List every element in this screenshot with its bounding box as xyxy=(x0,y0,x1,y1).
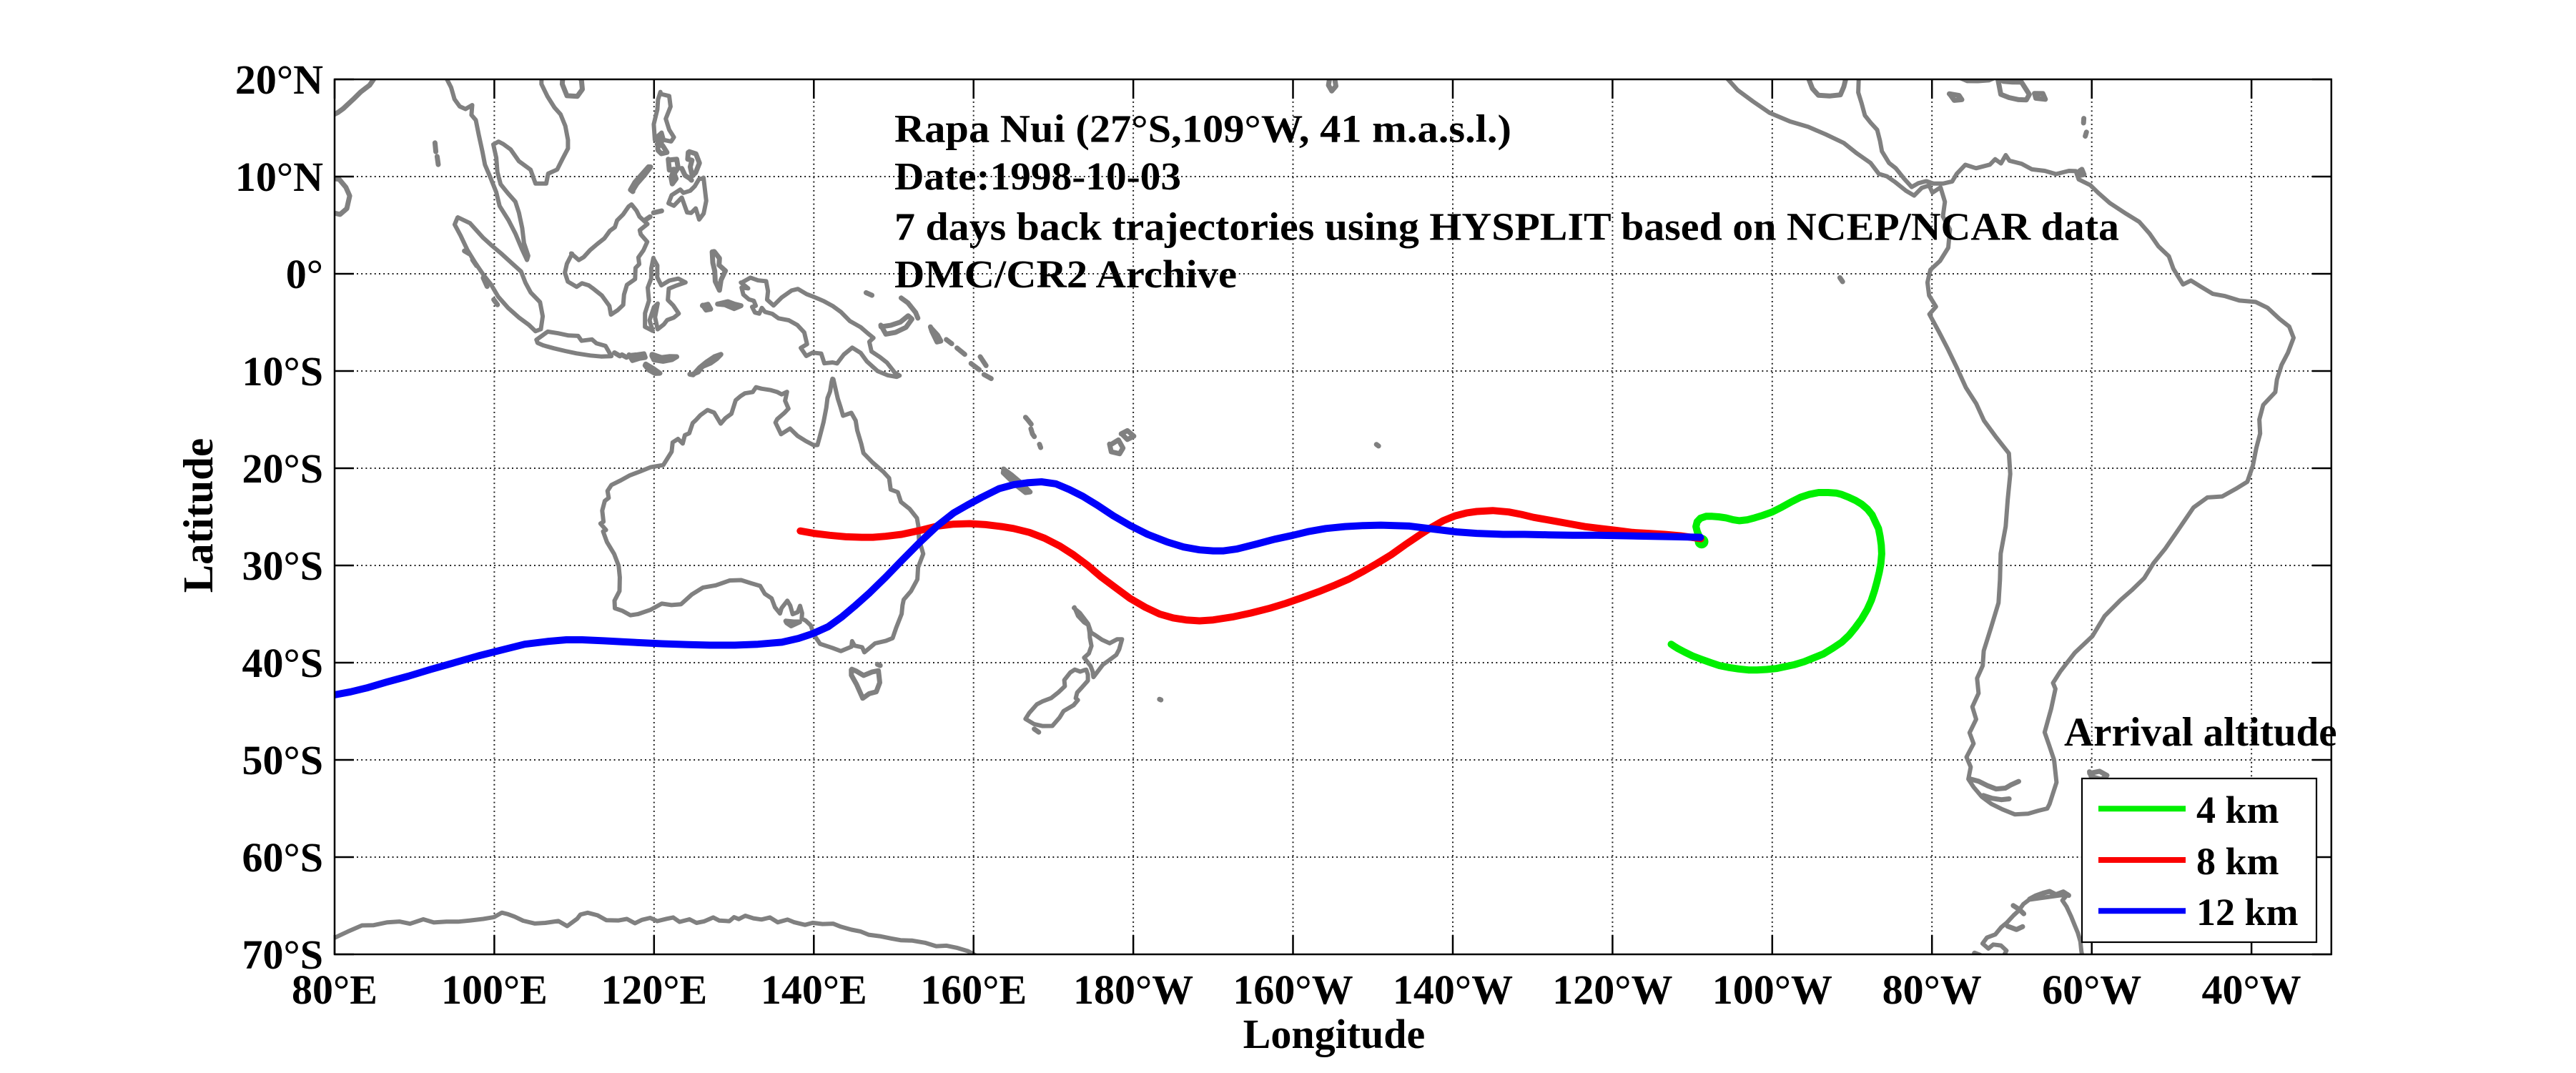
svg-text:140°W: 140°W xyxy=(1393,966,1513,1013)
svg-text:80°E: 80°E xyxy=(292,966,377,1013)
svg-text:Date:1998-10-03: Date:1998-10-03 xyxy=(894,154,1181,198)
svg-text:20°S: 20°S xyxy=(242,445,323,492)
svg-text:Arrival altitude: Arrival altitude xyxy=(2064,710,2337,755)
svg-text:40°W: 40°W xyxy=(2201,966,2301,1013)
svg-text:60°S: 60°S xyxy=(242,834,323,881)
svg-text:100°E: 100°E xyxy=(441,966,548,1013)
svg-text:160°E: 160°E xyxy=(920,966,1027,1013)
svg-text:12 km: 12 km xyxy=(2196,891,2299,934)
svg-text:180°W: 180°W xyxy=(1073,966,1193,1013)
svg-text:30°S: 30°S xyxy=(242,543,323,589)
svg-text:160°W: 160°W xyxy=(1233,966,1353,1013)
svg-text:4 km: 4 km xyxy=(2196,788,2279,831)
svg-text:Rapa Nui (27°S,109°W, 41 m.a.s: Rapa Nui (27°S,109°W, 41 m.a.s.l.) xyxy=(894,107,1511,151)
svg-text:120°E: 120°E xyxy=(601,966,707,1013)
svg-text:7 days back trajectories using: 7 days back trajectories using HYSPLIT b… xyxy=(894,205,2119,249)
svg-text:0°: 0° xyxy=(286,251,323,297)
svg-text:Latitude: Latitude xyxy=(174,438,222,593)
svg-text:80°W: 80°W xyxy=(1882,966,1982,1013)
svg-text:10°N: 10°N xyxy=(235,154,323,200)
svg-text:120°W: 120°W xyxy=(1552,966,1672,1013)
svg-text:8 km: 8 km xyxy=(2196,840,2279,883)
svg-text:40°S: 40°S xyxy=(242,640,323,686)
svg-text:20°N: 20°N xyxy=(235,56,323,103)
svg-text:DMC/CR2 Archive: DMC/CR2 Archive xyxy=(894,252,1237,296)
svg-text:70°S: 70°S xyxy=(242,931,323,978)
svg-text:10°S: 10°S xyxy=(242,348,323,395)
svg-text:Longitude: Longitude xyxy=(1243,1011,1426,1057)
svg-text:50°S: 50°S xyxy=(242,737,323,783)
svg-text:60°W: 60°W xyxy=(2042,966,2141,1013)
svg-text:100°W: 100°W xyxy=(1712,966,1832,1013)
svg-text:140°E: 140°E xyxy=(761,966,867,1013)
